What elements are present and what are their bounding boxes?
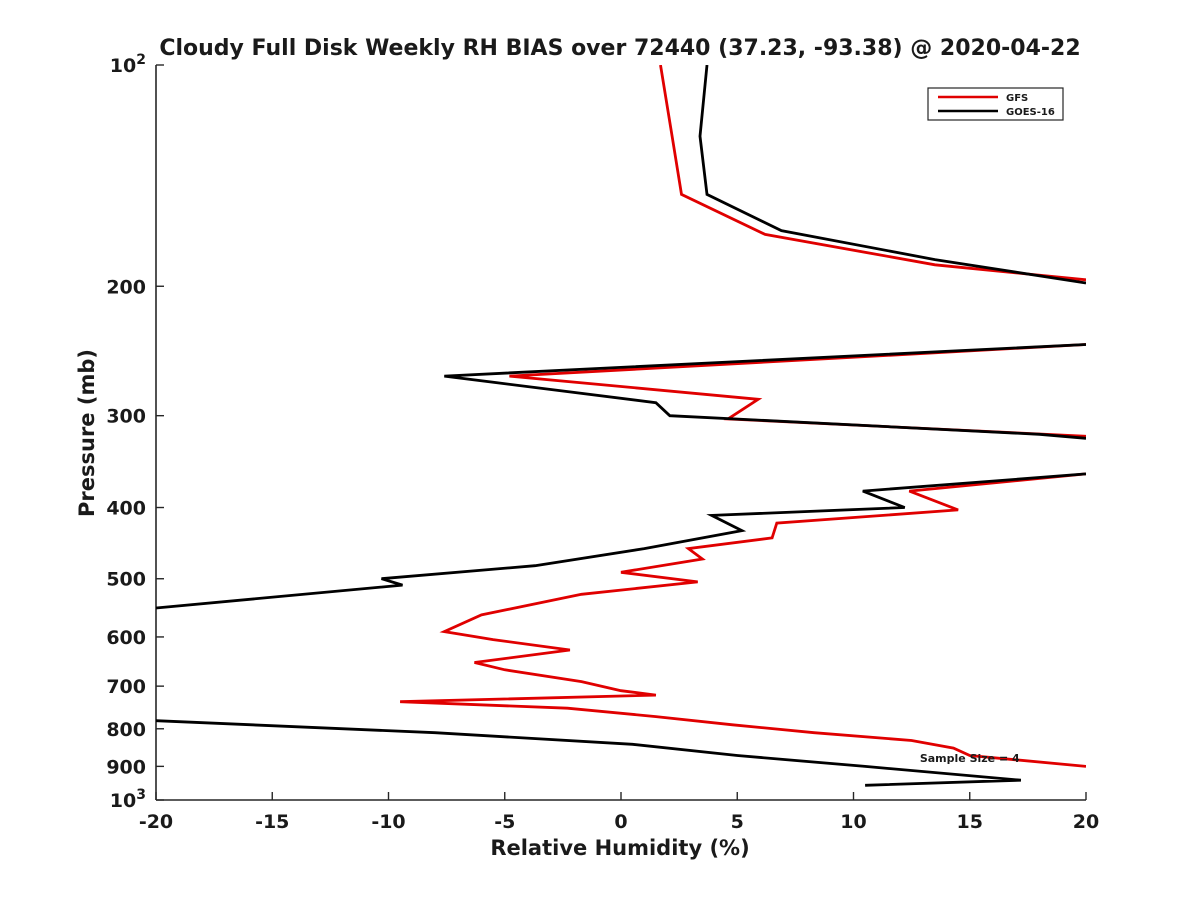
legend: GFS GOES-16 [927, 87, 1064, 121]
x-axis-label: Relative Humidity (%) [490, 836, 749, 860]
x-tick-label: 5 [731, 811, 744, 833]
sample-size-annotation: Sample Size = 4 [920, 752, 1020, 765]
x-tick-label: -15 [255, 811, 289, 833]
x-tick-label: -10 [371, 811, 405, 833]
y-tick-label: 900 [106, 756, 146, 778]
legend-label-gfs: GFS [1006, 93, 1028, 104]
series-lines [156, 65, 1086, 787]
legend-label-goes-16: GOES-16 [1006, 107, 1055, 118]
x-tick-label: 15 [957, 811, 983, 833]
x-tick-label: -5 [494, 811, 515, 833]
y-tick-label: 500 [106, 569, 146, 591]
x-tick-label: 10 [840, 811, 866, 833]
x-axis: -20 -15 -10 -5 0 5 10 15 20 [139, 792, 1099, 833]
y-tick-label: 800 [106, 719, 146, 741]
y-tick-label: 200 [106, 276, 146, 298]
x-tick-label: -20 [139, 811, 173, 833]
y-axis-label: Pressure (mb) [75, 349, 99, 517]
y-tick-label: 600 [106, 627, 146, 649]
y-tick-label: 300 [106, 406, 146, 428]
x-tick-label: 0 [614, 811, 627, 833]
legend-box [927, 87, 1064, 121]
y-axis: 102 200 300 400 500 600 700 800 900 103 [106, 52, 164, 812]
chart-title: Cloudy Full Disk Weekly RH BIAS over 724… [159, 36, 1080, 61]
x-tick-label: 20 [1073, 811, 1099, 833]
series-line-gfs [400, 65, 1086, 768]
y-tick-label: 103 [110, 787, 146, 812]
y-tick-label: 700 [106, 676, 146, 698]
y-tick-label: 400 [106, 498, 146, 520]
series-line-goes-16 [156, 65, 1086, 787]
y-tick-label: 102 [110, 52, 146, 77]
